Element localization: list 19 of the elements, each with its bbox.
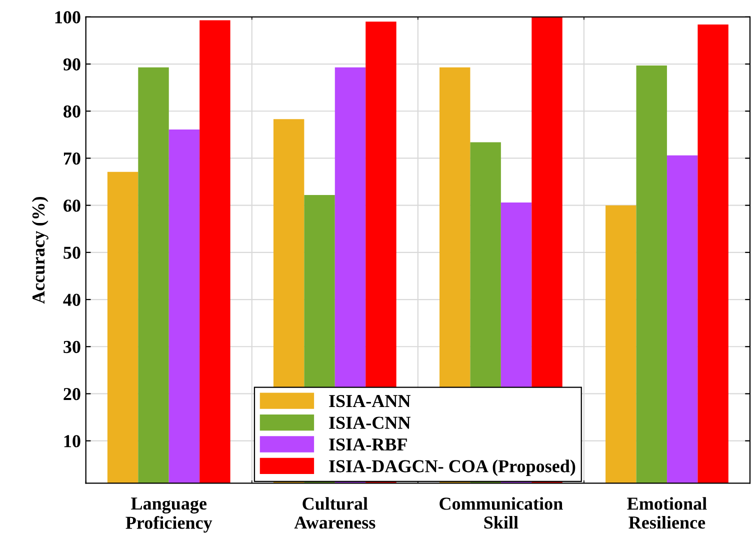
x-tick-label: Communication Skill bbox=[440, 497, 563, 529]
y-tick-label: 100 bbox=[55, 11, 80, 24]
y-tick-label: 50 bbox=[64, 246, 80, 259]
legend-label: ISIA-ANN bbox=[329, 395, 411, 408]
y-tick-label: 90 bbox=[63, 58, 80, 70]
legend-label: ISIA-CNN bbox=[329, 416, 411, 429]
x-tick-label: Emotional Resilience bbox=[627, 497, 707, 529]
y-axis-title: Accuracy (%) bbox=[32, 196, 48, 304]
y-tick-label: 80 bbox=[64, 105, 80, 118]
y-tick-label: 30 bbox=[64, 340, 80, 354]
y-tick-label: 70 bbox=[64, 152, 80, 165]
y-tick-label: 20 bbox=[64, 388, 80, 400]
x-tick-label: Language Proficiency bbox=[126, 498, 212, 533]
legend-label: ISIA-RBF bbox=[329, 438, 407, 451]
y-tick-label: 40 bbox=[63, 294, 80, 306]
y-tick-label: 10 bbox=[64, 435, 80, 448]
x-tick-label: Cultural Awareness bbox=[294, 497, 376, 529]
legend-label: ISIA-DAGCN- COA (Proposed) bbox=[329, 460, 576, 476]
y-tick-label: 60 bbox=[64, 200, 80, 212]
